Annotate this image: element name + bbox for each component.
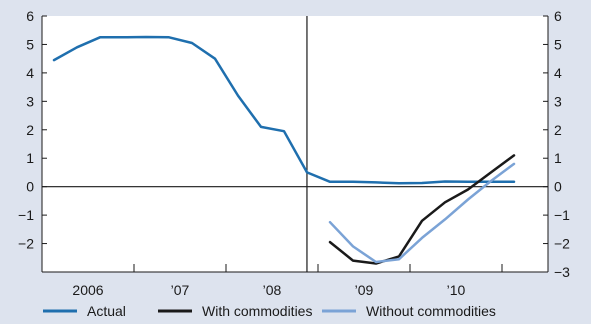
y-tick-label-right: 2: [554, 122, 562, 138]
y-tick-label-left: −1: [18, 207, 34, 223]
y-tick-label-right: 5: [554, 36, 562, 52]
y-tick-label-left: 1: [26, 150, 34, 166]
series-line-without-commodities: [328, 162, 516, 264]
series-line-actual: [52, 35, 516, 185]
y-tick-label-left: −2: [18, 236, 34, 252]
y-tick-label-left: 5: [26, 36, 34, 52]
y-tick-label-left: 2: [26, 122, 34, 138]
x-tick-label: ’07: [171, 282, 190, 298]
series-line-with-commodities: [328, 154, 516, 265]
y-tick-label-right: 6: [554, 8, 562, 24]
y-tick-label-left: 6: [26, 8, 34, 24]
y-tick-label-left: 0: [26, 179, 34, 195]
y-tick-label-right: 4: [554, 65, 562, 81]
y-tick-label-right: −2: [554, 236, 570, 252]
y-tick-label-right: 0: [554, 179, 562, 195]
y-tick-label-left: 4: [26, 65, 34, 81]
legend-label: Without commodities: [366, 303, 496, 319]
x-tick-label: 2006: [72, 282, 103, 298]
y-tick-label-right: −3: [554, 264, 570, 280]
x-tick-label: ’08: [263, 282, 282, 298]
x-tick-label: ’09: [355, 282, 374, 298]
plot-area: [42, 16, 548, 272]
y-tick-label-right: 3: [554, 93, 562, 109]
y-tick-label-left: 3: [26, 93, 34, 109]
y-tick-label-right: −1: [554, 207, 570, 223]
y-tick-label-right: 1: [554, 150, 562, 166]
x-tick-label: ’10: [447, 282, 466, 298]
legend-label: Actual: [87, 303, 126, 319]
legend-label: With commodities: [202, 303, 312, 319]
